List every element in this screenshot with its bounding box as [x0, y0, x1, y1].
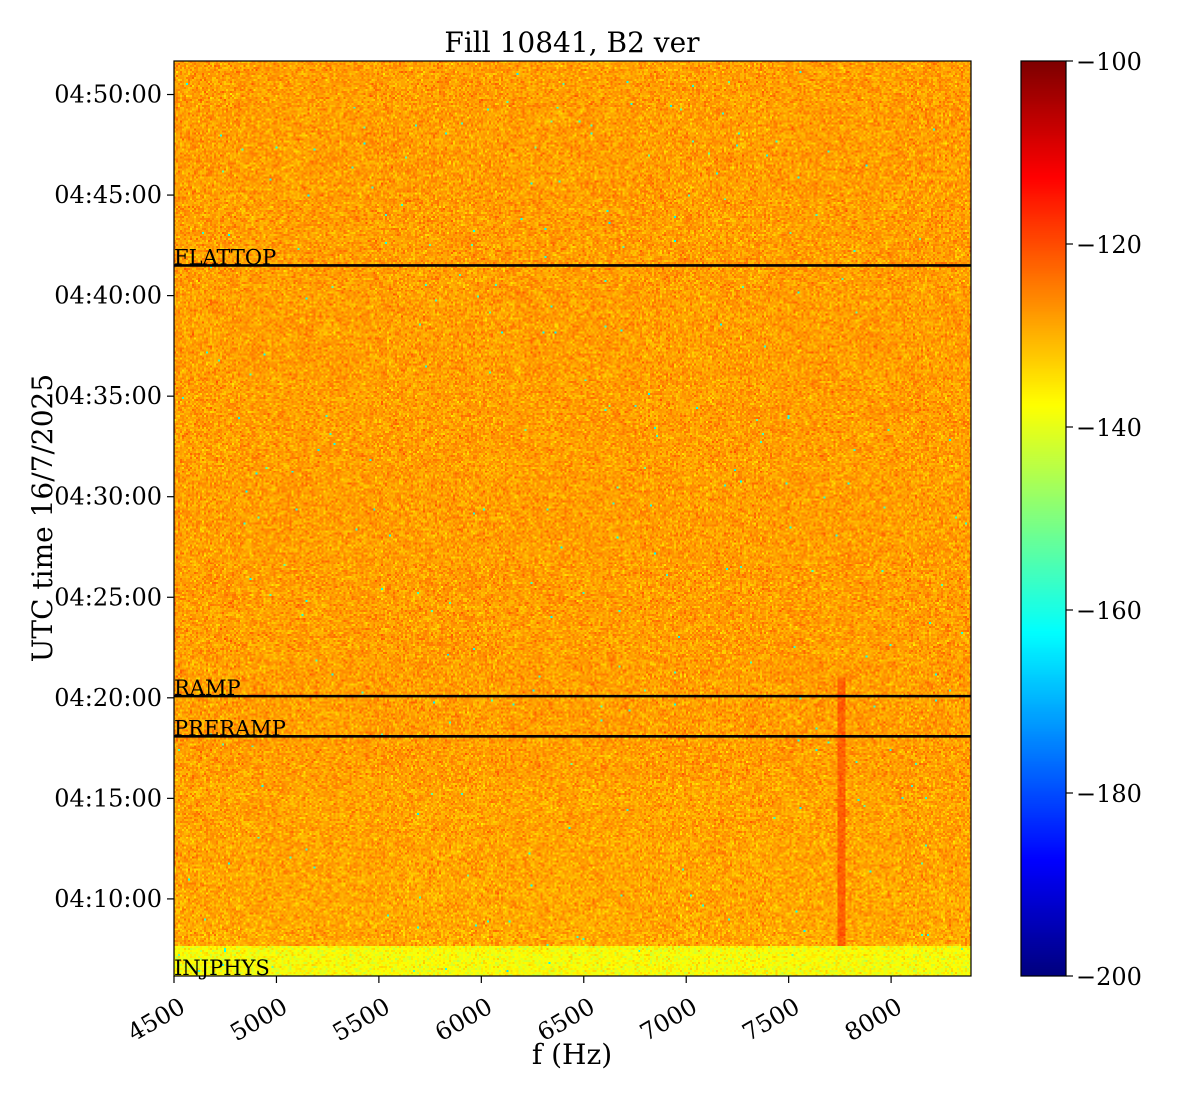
x-tick-label: 6000 — [430, 992, 497, 1047]
x-tick-label: 5000 — [225, 992, 292, 1047]
phase-label-preramp: PRERAMP — [174, 716, 286, 740]
y-tick-label: 04:35:00 — [54, 382, 162, 410]
colorbar-tick-label: −180 — [1076, 780, 1142, 808]
colorbar-tick-label: −160 — [1076, 597, 1142, 625]
phase-label-ramp: RAMP — [174, 676, 241, 700]
y-tick-label: 04:40:00 — [54, 282, 162, 310]
colorbar-tick-label: −200 — [1076, 963, 1142, 991]
plot-frame — [173, 60, 972, 977]
x-tick-label: 4500 — [123, 992, 190, 1047]
y-tick-label: 04:30:00 — [54, 483, 162, 511]
x-axis-label: f (Hz) — [532, 1038, 612, 1071]
y-tick-label: 04:20:00 — [54, 684, 162, 712]
colorbar-gradient — [1021, 61, 1066, 976]
x-tick-label: 8000 — [840, 992, 907, 1047]
colorbar-axis: −200 −180 −160 −140 −120 −100 — [1066, 48, 1142, 991]
x-axis: 4500 5000 5500 6000 6500 7000 7500 8000 — [123, 976, 907, 1047]
colorbar-tick-label: −140 — [1076, 414, 1142, 442]
y-tick-label: 04:25:00 — [54, 583, 162, 611]
spectrogram-heatmap — [174, 61, 971, 976]
colorbar-frame — [1020, 60, 1067, 977]
colorbar-tick-label: −100 — [1076, 48, 1142, 76]
chart-title: Fill 10841, B2 ver — [444, 26, 700, 59]
y-axis: 04:10:00 04:15:00 04:20:00 04:25:00 04:30:00… — [54, 81, 174, 913]
phase-label-flattop: FLATTOP — [174, 245, 276, 269]
y-tick-label: 04:15:00 — [54, 784, 162, 812]
colorbar-tick-label: −120 — [1076, 231, 1142, 259]
y-tick-label: 04:50:00 — [54, 81, 162, 109]
y-tick-label: 04:45:00 — [54, 181, 162, 209]
x-tick-label: 7500 — [738, 992, 805, 1047]
x-tick-label: 7000 — [635, 992, 702, 1047]
y-tick-label: 04:10:00 — [54, 885, 162, 913]
y-axis-label: UTC time 16/7/2025 — [26, 374, 59, 662]
x-tick-label: 5500 — [328, 992, 395, 1047]
